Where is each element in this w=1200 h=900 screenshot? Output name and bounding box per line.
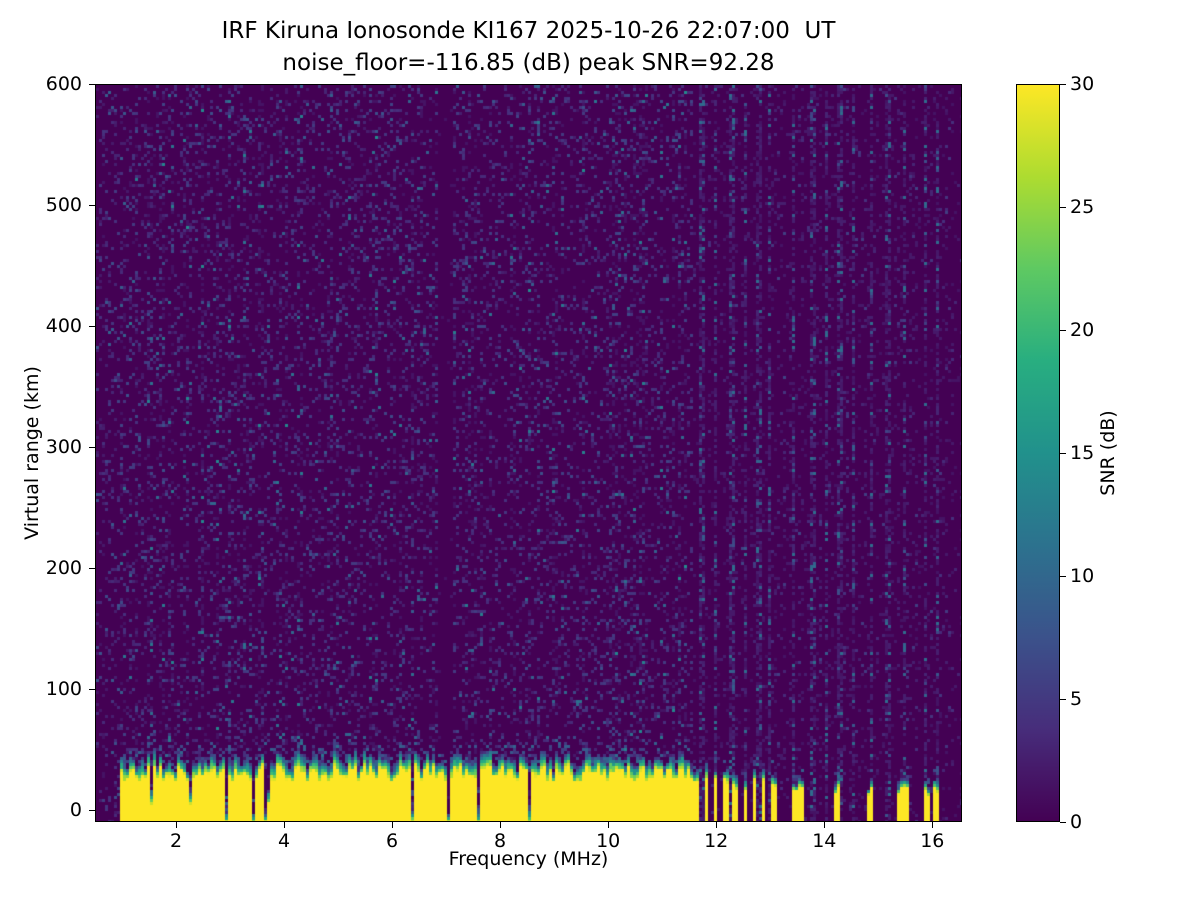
y-tick-label: 300 <box>45 436 82 458</box>
x-tick-mark <box>500 822 502 828</box>
y-tick-mark <box>89 84 95 85</box>
colorbar-tick-mark <box>1060 699 1066 700</box>
y-tick-label: 200 <box>45 556 82 579</box>
colorbar-tick-label: 5 <box>1070 688 1083 710</box>
y-tick-label: 400 <box>45 315 82 337</box>
colorbar-tick-mark <box>1060 822 1066 823</box>
colorbar-tick-label: 30 <box>1070 73 1095 95</box>
x-tick-label: 12 <box>704 830 729 852</box>
colorbar-tick-label: 20 <box>1070 319 1095 341</box>
y-tick-label: 0 <box>69 798 82 821</box>
colorbar-tick-mark <box>1060 453 1066 454</box>
heatmap-canvas <box>96 85 961 821</box>
y-tick-label: 100 <box>45 677 82 700</box>
y-tick-mark <box>89 447 95 448</box>
x-tick-label: 16 <box>920 830 945 852</box>
x-tick-mark <box>716 822 718 828</box>
y-tick-mark <box>89 809 95 811</box>
colorbar-tick-label: 0 <box>1070 811 1083 833</box>
y-tick-label: 500 <box>45 194 82 216</box>
x-tick-mark <box>284 822 286 828</box>
x-tick-mark <box>176 822 177 828</box>
colorbar-tick-mark <box>1060 84 1066 85</box>
x-tick-label: 10 <box>596 830 621 852</box>
y-tick-mark <box>89 688 95 690</box>
chart-subtitle: noise_floor=-116.85 (dB) peak SNR=92.28 <box>282 50 775 76</box>
colorbar-tick-mark <box>1060 576 1066 577</box>
colorbar-gradient <box>1016 84 1060 822</box>
x-tick-label: 14 <box>812 830 837 852</box>
colorbar-tick-label: 25 <box>1070 196 1095 218</box>
x-tick-label: 6 <box>386 830 399 852</box>
colorbar-tick-label: 10 <box>1070 565 1095 587</box>
y-tick-mark <box>89 567 95 569</box>
y-tick-mark <box>89 326 95 327</box>
y-tick-mark <box>89 205 95 206</box>
x-tick-mark <box>932 822 934 828</box>
x-tick-mark <box>392 822 394 828</box>
colorbar-tick-mark <box>1060 330 1066 331</box>
x-tick-label: 8 <box>494 830 507 852</box>
colorbar-label: SNR (dB) <box>1097 410 1119 496</box>
x-tick-mark <box>608 822 610 828</box>
chart-title: IRF Kiruna Ionosonde KI167 2025-10-26 22… <box>221 18 836 44</box>
plot-area <box>95 84 962 822</box>
colorbar-tick-mark <box>1060 207 1066 208</box>
colorbar-tick-label: 15 <box>1070 442 1095 464</box>
x-tick-mark <box>824 822 826 828</box>
x-tick-label: 2 <box>169 830 183 852</box>
x-tick-label: 4 <box>278 830 291 852</box>
y-tick-label: 600 <box>45 73 82 95</box>
x-axis-label: Frequency (MHz) <box>448 848 609 870</box>
